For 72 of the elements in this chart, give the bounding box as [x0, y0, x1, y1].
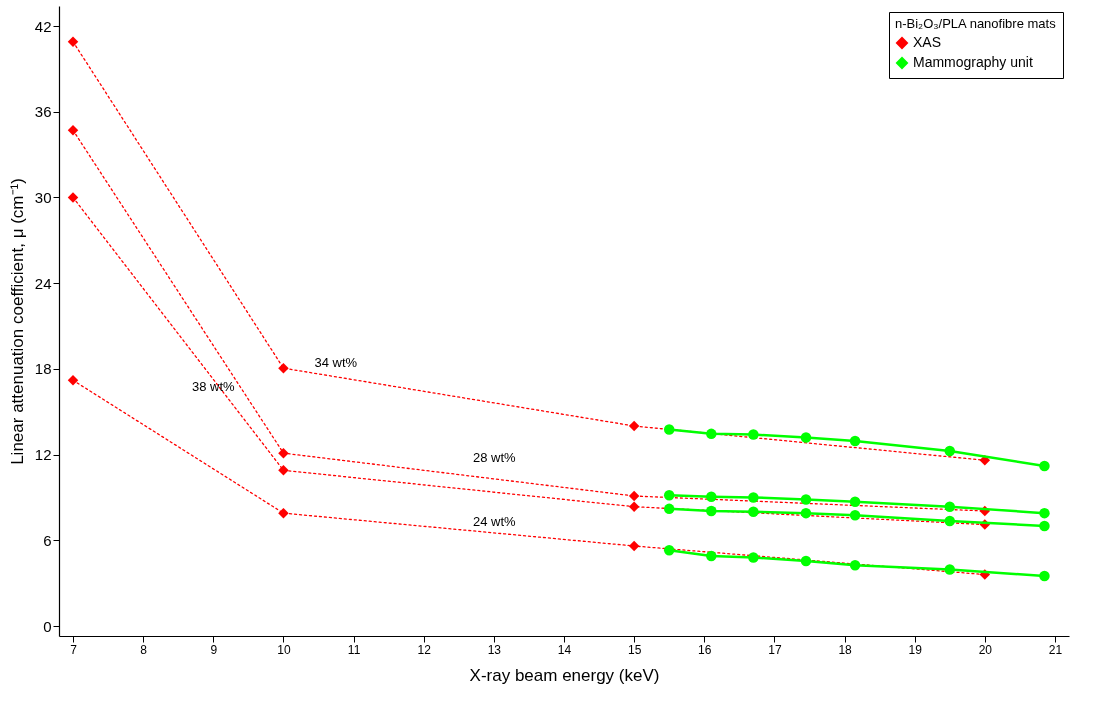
point [944, 564, 956, 575]
y-tick-label: 18 [34, 360, 52, 378]
point [663, 490, 675, 501]
point [706, 550, 717, 562]
x-tick-label: 10 [277, 642, 291, 657]
point [706, 491, 717, 502]
annotation: 38 wt% [191, 379, 236, 395]
point [278, 465, 289, 476]
legend-label: Mammography unit [913, 54, 1033, 70]
x-tick-label: 13 [487, 642, 502, 657]
point [800, 555, 812, 567]
y-tick-label: 42 [34, 17, 52, 35]
point [67, 375, 79, 386]
point [1039, 570, 1050, 582]
y-tick-label: 0 [43, 617, 52, 635]
point [628, 420, 640, 432]
point [278, 507, 289, 519]
annotation: 34 wt% [314, 355, 358, 371]
x-tick-label: 19 [908, 642, 923, 657]
point [628, 540, 640, 552]
x-tick-label: 11 [347, 642, 361, 657]
y-tick-label: 12 [34, 446, 52, 464]
point [1039, 507, 1050, 519]
y-tick-label: 24 [34, 274, 52, 292]
x-tick-label: 17 [768, 642, 782, 657]
x-tick-label: 9 [210, 642, 218, 657]
point [748, 492, 759, 503]
point [748, 506, 759, 517]
point [628, 490, 640, 502]
point [663, 545, 675, 556]
point [1039, 460, 1050, 472]
point [800, 507, 812, 519]
point [849, 560, 861, 571]
point [1039, 520, 1050, 532]
annotation: 24 wt% [472, 513, 517, 529]
x-tick-label: 12 [417, 642, 432, 657]
point [800, 432, 812, 443]
point [67, 36, 79, 47]
point [663, 503, 675, 515]
point [706, 505, 717, 517]
y-axis-title: Linear attenuation coefficient, μ (cm⁻¹) [7, 178, 27, 465]
point [628, 501, 640, 512]
point [663, 424, 675, 435]
legend-title: n-Bi₂O₃/PLA nanofibre mats [895, 16, 1057, 31]
point [849, 496, 861, 507]
x-tick-label: 16 [698, 642, 712, 657]
x-tick-label: 18 [838, 642, 853, 657]
x-tick-label: 8 [140, 642, 148, 657]
point [748, 552, 759, 563]
point [67, 192, 79, 203]
x-tick-label: 21 [1048, 642, 1063, 657]
point [706, 428, 717, 440]
x-axis-title: X-ray beam energy (keV) [469, 665, 660, 685]
x-tick-label: 7 [70, 642, 78, 657]
point [944, 445, 956, 457]
point [944, 501, 956, 512]
point [849, 435, 861, 447]
y-tick-label: 6 [43, 531, 52, 549]
y-tick-label: 30 [34, 188, 52, 206]
point [849, 510, 861, 521]
x-tick-label: 14 [557, 642, 572, 657]
point [278, 362, 289, 374]
point [944, 515, 956, 527]
point [67, 125, 79, 136]
legend-label: XAS [913, 34, 942, 50]
annotation: 28 wt% [472, 449, 517, 465]
point [748, 429, 759, 440]
y-tick-label: 36 [34, 103, 52, 121]
point [800, 494, 812, 505]
x-tick-label: 20 [978, 642, 993, 657]
point [278, 447, 289, 459]
x-tick-label: 15 [627, 642, 642, 657]
